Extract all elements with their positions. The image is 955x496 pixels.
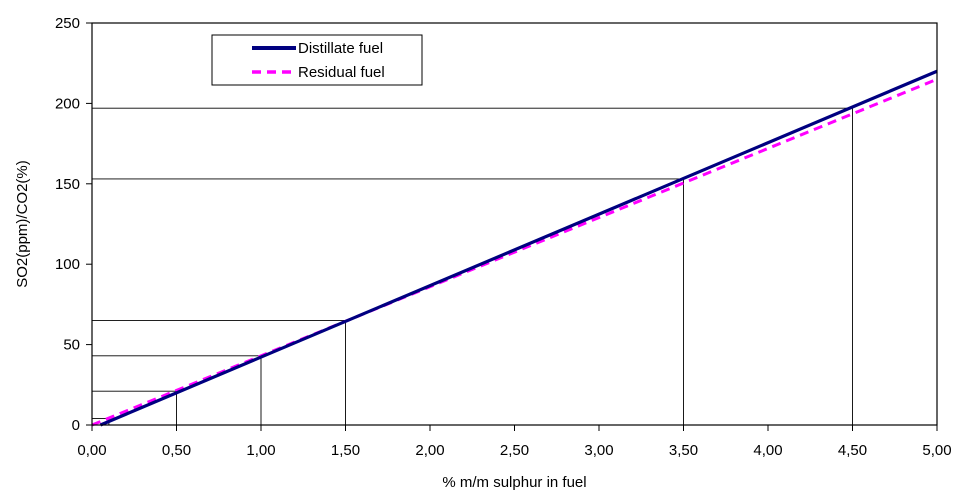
legend-label-residual-fuel: Residual fuel — [298, 64, 385, 81]
reference-lines — [92, 107, 853, 425]
x-tick-label: 5,00 — [922, 442, 951, 459]
y-tick-label: 250 — [55, 15, 80, 32]
x-tick-label: 0,50 — [162, 442, 191, 459]
y-axis-ticks: 0 50 100 150 200 250 — [55, 15, 92, 434]
legend-label-distillate-fuel: Distillate fuel — [298, 40, 383, 57]
series-lines — [91, 69, 938, 427]
y-tick-label: 50 — [63, 337, 80, 354]
y-tick-label: 150 — [55, 176, 80, 193]
x-tick-label: 0,00 — [77, 442, 106, 459]
x-tick-label: 1,50 — [331, 442, 360, 459]
x-tick-label: 2,00 — [415, 442, 444, 459]
series-line-distillate-fuel — [99, 69, 938, 427]
x-tick-label: 4,00 — [753, 442, 782, 459]
y-axis-title: SO2(ppm)/CO2(%) — [14, 160, 31, 288]
x-tick-label: 2,50 — [500, 442, 529, 459]
y-tick-label: 0 — [72, 417, 80, 434]
x-tick-label: 3,00 — [584, 442, 613, 459]
y-tick-label: 200 — [55, 95, 80, 112]
series-line-residual-fuel — [91, 77, 938, 427]
x-tick-label: 3,50 — [669, 442, 698, 459]
x-tick-label: 1,00 — [246, 442, 275, 459]
legend-box — [211, 34, 423, 86]
y-tick-label: 100 — [55, 256, 80, 273]
x-axis-ticks: 0,00 0,50 1,00 1,50 2,00 2,50 3,00 3,50 4,00 4,50… — [77, 425, 952, 459]
x-tick-label: 4,50 — [838, 442, 867, 459]
x-axis-title: % m/m sulphur in fuel — [442, 474, 586, 491]
legend: Distillate fuel Residual fuel — [211, 34, 423, 86]
